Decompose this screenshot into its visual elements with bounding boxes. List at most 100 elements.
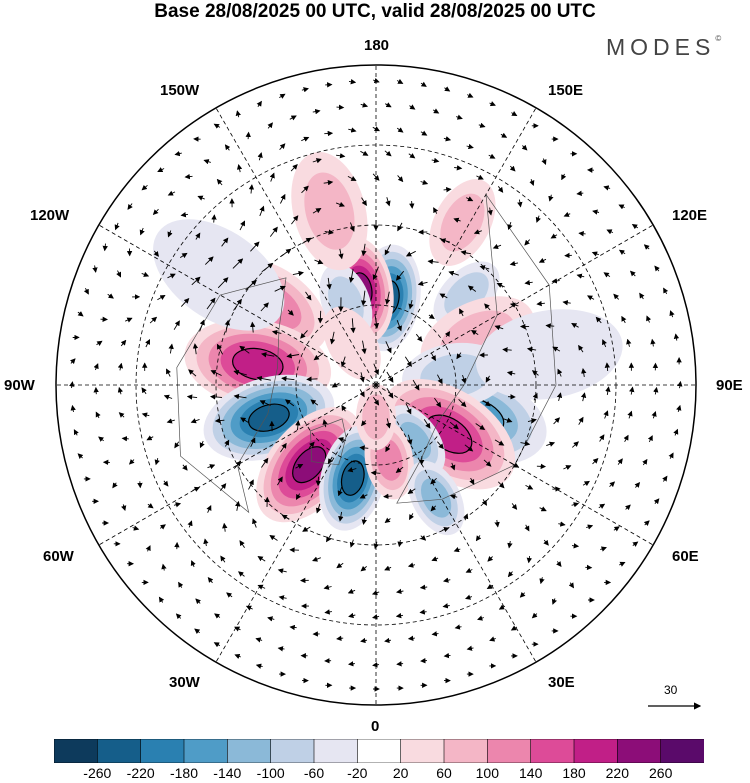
wind-arrow [338,248,344,260]
wind-arrow [96,340,103,346]
wind-arrow [180,297,190,307]
wind-arrow [663,287,669,295]
wind-arrow [461,374,467,384]
wind-arrow [213,642,221,648]
wind-arrow [440,238,451,244]
wind-arrow [582,480,590,487]
wind-arrow [619,561,626,567]
wind-arrow [420,179,429,185]
wind-arrow [256,375,271,382]
wind-arrow [643,520,650,526]
wind-arrow [116,270,122,278]
colorbar-tick-label: -60 [303,765,325,781]
wind-arrow [361,197,367,206]
wind-arrow [396,127,404,133]
anomaly-level [232,347,284,381]
wind-arrow [216,178,223,186]
wind-arrow [581,368,587,377]
wind-arrow [603,185,611,191]
wind-arrow [269,534,278,541]
wind-arrow [168,343,174,354]
wind-arrow [167,230,173,238]
wind-arrow [442,603,450,609]
wind-arrow [601,339,607,348]
wind-arrow [484,303,491,311]
wind-arrow [453,547,461,553]
anomaly-level [440,193,485,252]
wind-arrow [372,173,380,181]
wind-arrow [324,229,334,235]
wind-arrow [613,293,620,300]
anomaly-level [304,172,355,250]
colorbar-swatch [617,739,662,763]
wind-arrow [195,232,201,240]
colorbar-tick-label: 100 [475,765,499,781]
wind-arrow [405,250,416,257]
wind-arrow [226,592,233,598]
wind-arrow [407,434,413,446]
wind-arrow [466,143,474,150]
wind-arrow [465,567,473,573]
wind-arrow [384,102,392,108]
wind-arrow [653,386,659,395]
wind-arrow [326,534,332,543]
wind-arrow [206,297,216,310]
wind-arrow [539,577,545,585]
wind-arrow [385,418,392,429]
wind-arrow [431,556,439,562]
wind-arrow [335,201,345,207]
wind-arrow [437,374,443,385]
wind-arrow [431,631,439,637]
wind-arrow [485,375,491,383]
wind-arrow [653,498,660,505]
wind-arrow [396,661,404,667]
wind-arrow [591,251,599,257]
colorbar-swatch [400,739,445,763]
wind-arrow [673,333,680,341]
wind-arrow [632,541,639,547]
wind-arrow [277,568,287,574]
wind-arrow [141,387,147,395]
wind-arrow [361,420,367,427]
wind-arrow [178,581,184,588]
label-150w: 150W [160,82,200,99]
wind-arrow [271,329,282,336]
wind-arrow [279,143,286,151]
meridian-line [215,107,377,386]
wind-arrow [654,265,660,272]
wind-arrow [444,330,451,338]
wind-arrow [506,370,516,376]
wind-arrow [214,417,225,424]
wind-arrow [524,279,533,286]
wind-arrow [260,302,269,312]
wind-arrow [317,310,324,324]
wind-arrow [173,320,180,330]
wind-arrow [521,144,528,151]
wind-arrow [301,185,309,194]
wind-arrow [524,239,531,246]
wind-arrow [337,486,343,497]
wind-arrow [507,571,514,578]
wind-arrow [600,546,607,552]
wind-arrow [384,517,391,524]
wind-arrow [257,584,266,590]
wind-arrow [337,437,346,443]
wind-arrow [195,598,201,605]
wind-arrow [141,184,148,191]
wind-arrow [336,153,346,159]
wind-arrow [568,582,574,589]
wind-arrow [396,320,402,332]
coastline [310,418,347,466]
wind-arrow [235,110,241,118]
wind-arrow [631,224,639,230]
wind-arrow [132,525,140,531]
wind-arrow [618,249,626,255]
wind-arrow [531,612,538,619]
wind-arrow [146,435,154,441]
wind-arrow [551,278,560,284]
wind-arrow [250,241,260,252]
wind-arrow [341,404,347,412]
wind-arrow [259,400,271,406]
wind-arrow [281,376,295,382]
wind-arrow [492,243,502,249]
